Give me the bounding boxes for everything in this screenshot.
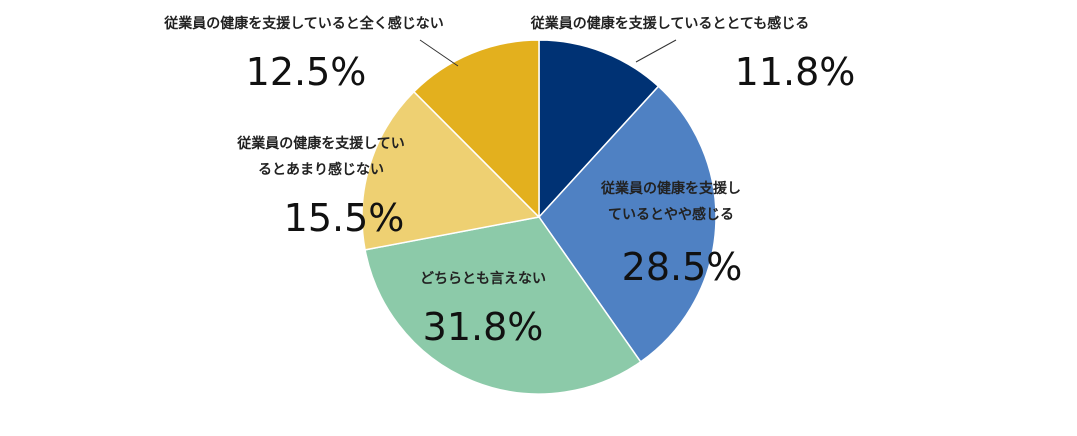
- slice-label-1-line-1: 従業員の健康を支援しているととても感じる: [530, 15, 809, 32]
- slice-value-2: 28.5%: [622, 245, 743, 289]
- slice-label-4-line-1: 従業員の健康を支援してい: [236, 135, 405, 152]
- pie-slices: [361, 39, 717, 395]
- pie-slice-4: [361, 90, 541, 251]
- slice-label-3-line-1: どちらとも言えない: [420, 270, 546, 287]
- pie-slice-2: [538, 85, 717, 363]
- slice-value-3: 31.8%: [423, 305, 544, 349]
- leader-lines: [419, 39, 677, 67]
- slice-labels: 従業員の健康を支援しているととても感じる 11.8% 従業員の健康を支援しているとや…: [163, 15, 855, 349]
- pie-slice-1: [538, 39, 660, 219]
- slice-label-2-line-1: 従業員の健康を支援し: [600, 180, 741, 197]
- slice-value-4: 15.5%: [284, 196, 405, 240]
- pie-slice-3: [364, 216, 642, 395]
- slice-label-5-line-1: 従業員の健康を支援していると全く感じない: [163, 15, 444, 32]
- leader-line-1: [635, 39, 677, 63]
- slice-label-4-line-2: るとあまり感じない: [258, 161, 384, 178]
- slice-value-1: 11.8%: [735, 50, 856, 94]
- slice-label-2-line-2: ているとやや感じる: [608, 206, 734, 223]
- leader-line-5: [419, 39, 459, 67]
- pie-slice-5: [412, 39, 540, 219]
- slice-value-5: 12.5%: [246, 50, 367, 94]
